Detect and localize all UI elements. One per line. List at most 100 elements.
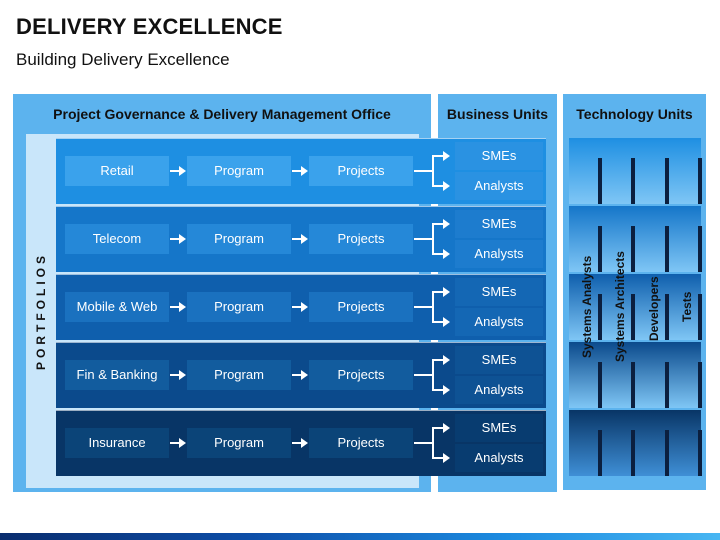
technology-bar	[598, 362, 602, 408]
business-unit-smes: SMEs	[455, 278, 543, 306]
technology-bar	[631, 226, 635, 272]
row-divider	[56, 206, 546, 207]
technology-bar	[665, 430, 669, 476]
branch-connector	[432, 155, 434, 187]
arrow-icon	[292, 438, 308, 448]
tech-label-developers: Developers	[647, 276, 661, 341]
technology-bar	[598, 294, 602, 340]
projects-box: Projects	[309, 156, 413, 186]
business-unit-analysts: Analysts	[455, 444, 543, 472]
program-box: Program	[187, 428, 291, 458]
arrow-icon	[292, 234, 308, 244]
tech-label-systems-architects: Systems Architects	[613, 251, 627, 362]
business-unit-analysts: Analysts	[455, 240, 543, 268]
portfolio-row: Fin & Banking Program Projects SMEs Analysts	[56, 342, 546, 408]
branch-arrow-icon	[432, 317, 450, 327]
projects-box: Projects	[309, 292, 413, 322]
program-box: Program	[187, 156, 291, 186]
technology-bar	[665, 226, 669, 272]
business-unit-smes: SMEs	[455, 414, 543, 442]
program-box: Program	[187, 224, 291, 254]
business-unit-smes: SMEs	[455, 346, 543, 374]
technology-row	[569, 206, 702, 272]
portfolio-box: Telecom	[65, 224, 169, 254]
technology-bar	[698, 362, 702, 408]
technology-bar	[665, 362, 669, 408]
business-unit-smes: SMEs	[455, 142, 543, 170]
branch-arrow-icon	[432, 423, 450, 433]
branch-connector	[432, 427, 434, 459]
technology-row	[569, 138, 702, 204]
technology-row	[569, 274, 702, 340]
business-unit-smes: SMEs	[455, 210, 543, 238]
program-box: Program	[187, 360, 291, 390]
tech-header-bar	[563, 94, 706, 134]
tech-label-tests: Tests	[680, 291, 694, 322]
arrow-icon	[170, 438, 186, 448]
tech-label-systems-analysts: Systems Analysts	[580, 255, 594, 358]
arrow-icon	[292, 166, 308, 176]
branch-connector	[432, 359, 434, 391]
portfolio-row: Insurance Program Projects SMEs Analysts	[56, 410, 546, 476]
branch-connector	[414, 442, 432, 444]
branch-arrow-icon	[432, 249, 450, 259]
branch-arrow-icon	[432, 355, 450, 365]
portfolio-row: Retail Program Projects SMEs Analysts	[56, 138, 546, 204]
technology-bar	[631, 430, 635, 476]
portfolio-box: Retail	[65, 156, 169, 186]
technology-bar	[698, 294, 702, 340]
technology-bar	[698, 226, 702, 272]
branch-arrow-icon	[432, 453, 450, 463]
portfolio-row: Mobile & Web Program Projects SMEs Analysts	[56, 274, 546, 340]
bu-header-bar	[438, 94, 557, 134]
branch-connector	[432, 291, 434, 323]
branch-arrow-icon	[432, 181, 450, 191]
branch-connector	[414, 170, 432, 172]
slide-subtitle: Building Delivery Excellence	[16, 50, 230, 69]
program-box: Program	[187, 292, 291, 322]
branch-connector	[414, 306, 432, 308]
arrow-icon	[170, 166, 186, 176]
technology-bar	[598, 158, 602, 204]
technology-bar	[631, 362, 635, 408]
portfolio-box: Fin & Banking	[65, 360, 169, 390]
branch-connector	[432, 223, 434, 255]
projects-box: Projects	[309, 224, 413, 254]
business-unit-analysts: Analysts	[455, 172, 543, 200]
technology-bar	[698, 158, 702, 204]
technology-bar	[598, 226, 602, 272]
projects-box: Projects	[309, 428, 413, 458]
portfolios-label: PORTFOLIOS	[34, 252, 48, 370]
bottom-accent-bar	[0, 533, 720, 540]
portfolio-box: Insurance	[65, 428, 169, 458]
branch-connector	[414, 238, 432, 240]
row-divider	[56, 138, 546, 139]
portfolio-row: Telecom Program Projects SMEs Analysts	[56, 206, 546, 272]
technology-row	[569, 410, 702, 476]
technology-bar	[631, 158, 635, 204]
branch-arrow-icon	[432, 385, 450, 395]
arrow-icon	[170, 370, 186, 380]
pmo-header: Project Governance & Delivery Management…	[53, 106, 391, 122]
arrow-icon	[292, 370, 308, 380]
pmo-header-bar	[13, 94, 431, 134]
branch-arrow-icon	[432, 287, 450, 297]
arrow-icon	[170, 302, 186, 312]
technology-bar	[665, 158, 669, 204]
portfolio-box: Mobile & Web	[65, 292, 169, 322]
arrow-icon	[170, 234, 186, 244]
technology-bar	[631, 294, 635, 340]
row-divider	[56, 410, 546, 411]
technology-bar	[698, 430, 702, 476]
branch-arrow-icon	[432, 151, 450, 161]
branch-connector	[414, 374, 432, 376]
business-unit-analysts: Analysts	[455, 376, 543, 404]
row-divider	[56, 342, 546, 343]
bu-header: Business Units	[446, 106, 549, 122]
projects-box: Projects	[309, 360, 413, 390]
slide-title: DELIVERY EXCELLENCE	[16, 14, 283, 39]
technology-bar	[665, 294, 669, 340]
technology-bar	[598, 430, 602, 476]
arrow-icon	[292, 302, 308, 312]
tech-header: Technology Units	[576, 106, 693, 122]
